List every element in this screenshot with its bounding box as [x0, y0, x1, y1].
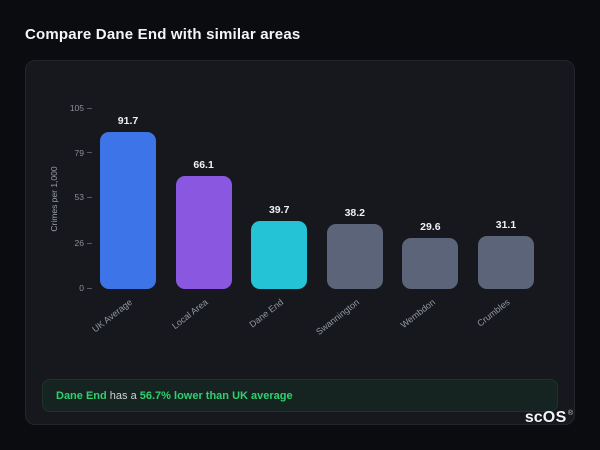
- chart-card: 105 79 53 26 0 Crimes per 1,000 91.7 UK Avera…: [25, 60, 575, 425]
- bar-value-label: 29.6: [420, 221, 441, 234]
- y-axis-label: Crimes per 1,000: [49, 166, 59, 232]
- y-tick: 79: [75, 148, 92, 158]
- bar-slot: 66.1 Local Area: [170, 109, 236, 331]
- bar-value-label: 39.7: [268, 203, 290, 216]
- y-tick-label: 0: [79, 283, 84, 293]
- bar-uk-average[interactable]: [100, 131, 156, 289]
- y-tick-label: 53: [74, 192, 84, 203]
- y-tick-mark: [87, 287, 92, 289]
- y-tick-mark: [87, 107, 92, 109]
- bar-slot: 39.7 Dane End: [247, 109, 311, 330]
- bar-value-label: 31.1: [495, 218, 517, 231]
- y-tick-label: 105: [69, 103, 84, 113]
- note-area-name: Dane End: [56, 389, 107, 402]
- bar-value-label: 66.1: [193, 158, 214, 171]
- bar-dane-end[interactable]: [251, 220, 308, 289]
- y-tick-label: 26: [74, 238, 84, 249]
- y-tick: 53: [75, 192, 92, 202]
- bar-value-label: 91.7: [117, 114, 139, 127]
- logo-sc-text: sc: [524, 409, 543, 426]
- scos-logo: sc OS ®: [525, 409, 573, 427]
- bar-swannington[interactable]: [326, 223, 383, 289]
- y-tick-mark: [87, 152, 92, 154]
- bar-slot: 29.6 Wembdon: [398, 109, 462, 330]
- y-tick-label: 79: [74, 147, 84, 158]
- y-tick-mark: [87, 196, 92, 198]
- bars: 91.7 UK Average 66.1 Local Area 39.7 Dane End…: [90, 109, 538, 337]
- bar-slot: 38.2 Swannington: [314, 109, 387, 337]
- x-tick-label: Dane End: [247, 297, 286, 330]
- x-tick-label: UK Average: [90, 297, 135, 335]
- bar-slot: 91.7 UK Average: [90, 109, 160, 334]
- y-tick-mark: [87, 242, 92, 244]
- note-middle-text: has a: [106, 389, 140, 402]
- summary-note: Dane End has a 56.7% lower than UK avera…: [42, 379, 558, 412]
- registered-trademark-icon: ®: [567, 410, 573, 417]
- y-axis: 105 79 53 26 0: [26, 103, 92, 293]
- x-tick-label: Swannington: [313, 297, 361, 337]
- y-tick: 105: [70, 103, 92, 113]
- y-tick: 26: [75, 238, 92, 248]
- page-title: Compare Dane End with similar areas: [25, 26, 301, 43]
- y-tick: 0: [79, 283, 92, 293]
- logo-os-text: OS: [542, 409, 567, 426]
- bar-crumbles[interactable]: [477, 235, 534, 289]
- x-tick-label: Wembdon: [398, 297, 437, 331]
- note-highlight-text: 56.7% lower than UK average: [139, 389, 293, 402]
- bar-slot: 31.1 Crumbles: [474, 109, 538, 329]
- x-tick-label: Local Area: [170, 297, 210, 332]
- x-tick-label: Crumbles: [475, 297, 513, 329]
- bar-value-label: 38.2: [344, 206, 365, 219]
- bar-wembdon[interactable]: [402, 238, 459, 289]
- bar-local-area[interactable]: [175, 175, 232, 289]
